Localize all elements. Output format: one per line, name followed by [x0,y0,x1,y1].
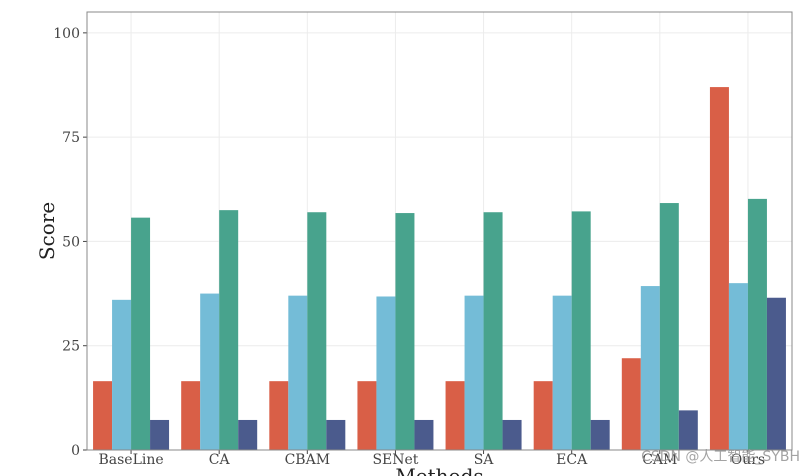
bar-cam-series-3 [659,203,679,450]
bar-cam-series-2 [640,286,660,450]
bar-cam-series-1 [621,358,641,450]
bar-cbam-series-1 [269,381,289,450]
bar-cbam-series-2 [288,295,308,450]
bar-baseline-series-3 [131,217,151,450]
x-axis-title: Methods [395,464,483,476]
bar-cbam-series-3 [307,212,327,450]
y-tick-label: 50 [62,234,80,250]
x-tick-label: CAM [642,452,677,468]
x-tick-label: SA [474,452,495,468]
bar-ca-series-3 [219,210,239,450]
bar-eca-series-1 [533,381,553,450]
bar-ours-series-2 [728,283,748,450]
bar-eca-series-3 [571,211,591,450]
y-tick-label: 100 [53,26,80,42]
bar-eca-series-2 [552,295,572,450]
watermark-text: CSDN @人工智能_SYBH [641,449,800,465]
bar-senet-series-3 [395,213,415,450]
x-tick-label: Ours [731,452,765,468]
x-tick-label: CBAM [285,452,330,468]
bar-baseline-series-2 [112,299,132,450]
y-axis-title: Score [35,202,59,260]
bar-senet-series-2 [376,296,396,450]
bar-ours-series-4 [766,297,786,450]
bar-sa-series-2 [464,295,484,450]
bar-ours-series-1 [709,87,729,450]
y-tick-label: 25 [62,339,80,355]
bar-cbam-series-4 [326,419,346,450]
x-tick-label: ECA [556,452,588,468]
bar-sa-series-4 [502,419,522,450]
bar-cam-series-4 [678,410,698,450]
y-tick-label: 75 [62,130,80,146]
bar-baseline-series-4 [150,419,170,450]
bar-sa-series-1 [445,381,465,450]
bar-sa-series-3 [483,212,503,450]
y-tick-label: 0 [71,443,80,459]
x-tick-label: SENet [372,452,418,468]
bar-ours-series-3 [747,198,767,450]
x-tick-label: CA [209,452,231,468]
bar-ca-series-4 [238,419,258,450]
bar-ca-series-1 [181,381,201,450]
bar-senet-series-1 [357,381,377,450]
x-tick-label: BaseLine [98,452,163,468]
bar-senet-series-4 [414,419,434,450]
bar-ca-series-2 [200,293,220,450]
bar-baseline-series-1 [93,381,113,450]
bar-eca-series-4 [590,419,610,450]
plot-border [86,11,793,451]
